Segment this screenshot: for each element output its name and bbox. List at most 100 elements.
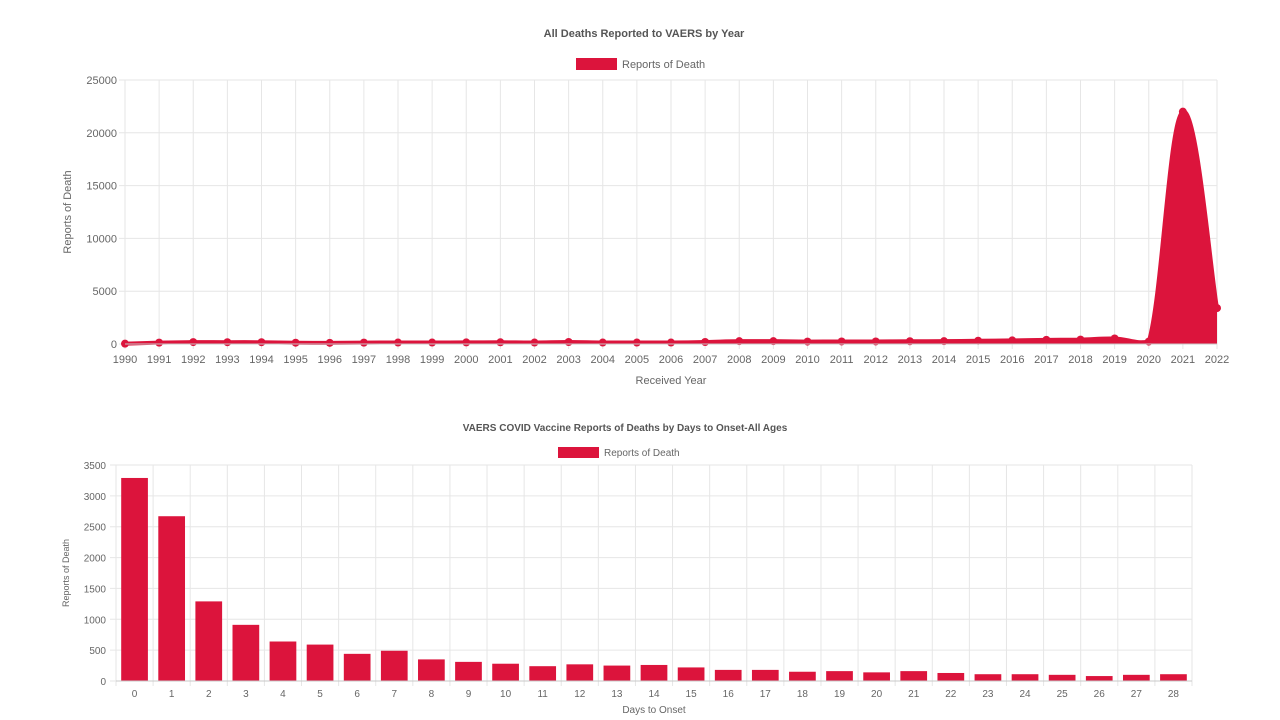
chart2-x-tick-label: 9 [466, 689, 472, 700]
chart1-legend-swatch [576, 58, 617, 70]
chart2-x-tick-label: 14 [648, 689, 660, 700]
chart2-bar [1085, 676, 1113, 681]
chart2-bar [751, 669, 779, 681]
chart1-x-tick-label: 2006 [659, 354, 683, 366]
chart2-bar [1048, 674, 1076, 681]
chart1-data-point [667, 338, 675, 347]
chart1-x-tick-label: 2011 [830, 354, 854, 366]
chart2-x-tick-label: 12 [574, 689, 586, 700]
chart1-x-tick-label: 2017 [1034, 354, 1058, 366]
chart2-bar [195, 601, 223, 681]
chart1-data-point [905, 337, 914, 346]
chart1-x-tick-label: 2001 [488, 354, 512, 366]
chart1-data-point [598, 338, 607, 347]
chart2-bar [269, 641, 297, 681]
chart1-data-point [871, 337, 880, 346]
chart2-title: VAERS COVID Vaccine Reports of Deaths by… [463, 423, 788, 434]
chart2-x-tick-label: 3 [243, 689, 249, 700]
chart2-x-tick-label: 16 [723, 689, 735, 700]
chart2-legend-swatch [558, 447, 599, 458]
chart2-y-axis-label: Reports of Death [61, 539, 71, 607]
chart2-x-tick-label: 11 [537, 689, 548, 700]
chart1-x-tick-label: 1994 [249, 354, 273, 366]
chart2-y-tick-label: 3000 [84, 492, 107, 503]
chart1-x-tick-label: 2009 [761, 354, 785, 366]
chart1-data-point [189, 338, 198, 347]
chart1-data-point [223, 338, 232, 347]
chart2-bar [1160, 674, 1187, 681]
chart2-bar [492, 663, 519, 681]
chart1-x-tick-label: 2010 [795, 354, 819, 366]
chart1-x-tick-label: 1995 [283, 354, 307, 366]
chart2-bar [418, 659, 445, 681]
chart1-y-tick-label: 25000 [86, 75, 117, 87]
chart1-data-point [1110, 334, 1119, 343]
chart2-bar [1122, 674, 1150, 681]
chart1-data-point [257, 338, 266, 347]
chart2-bar [380, 650, 408, 681]
chart2-y-tick-label: 2500 [84, 523, 107, 534]
chart1-data-point [940, 337, 948, 346]
chart1-y-tick-label: 0 [111, 339, 117, 351]
chart1-legend-label[interactable]: Reports of Death [622, 59, 705, 71]
chart1-title: All Deaths Reported to VAERS by Year [544, 28, 745, 40]
chart1-x-tick-label: 1997 [352, 354, 376, 366]
chart1-y-tick-label: 20000 [86, 128, 117, 140]
chart2-x-tick-label: 2 [206, 689, 212, 700]
chart1-x-tick-label: 1990 [113, 354, 137, 366]
chart2-y-tick-label: 1000 [84, 615, 107, 626]
chart2-bar [677, 667, 705, 681]
chart2-x-tick-label: 25 [1057, 689, 1069, 700]
chart2-x-tick-label: 26 [1094, 689, 1106, 700]
chart1-data-point [735, 337, 744, 346]
chart2-x-tick-label: 6 [354, 689, 360, 700]
chart2-bar [232, 624, 260, 681]
chart2-x-tick-label: 0 [132, 689, 138, 700]
chart2-bar [789, 671, 816, 681]
chart1-x-tick-label: 1998 [386, 354, 410, 366]
chart1-x-axis-label: Received Year [636, 375, 707, 387]
chart1-x-tick-label: 2014 [932, 354, 956, 366]
chart2-x-tick-label: 19 [834, 689, 846, 700]
chart1-x-tick-label: 2003 [556, 354, 580, 366]
chart2-bar [937, 672, 965, 681]
chart1-data-point [632, 338, 641, 347]
chart2-bar [529, 666, 557, 681]
chart2-x-axis-label: Days to Onset [622, 705, 686, 716]
chart1-x-tick-label: 1992 [181, 354, 205, 366]
chart1-x-tick-label: 2019 [1102, 354, 1126, 366]
chart2-x-tick-label: 27 [1131, 689, 1143, 700]
chart2-x-tick-label: 28 [1168, 689, 1180, 700]
chart1-data-point [394, 338, 402, 347]
chart2-x-tick-label: 23 [982, 689, 994, 700]
chart2-legend-label[interactable]: Reports of Death [604, 448, 680, 459]
chart1-data-point [1008, 336, 1017, 345]
chart2-bar [1011, 674, 1039, 681]
chart1-data-point [325, 338, 334, 347]
chart2-x-tick-label: 7 [391, 689, 397, 700]
chart2-bar [826, 671, 853, 681]
chart1-data-point [1213, 304, 1221, 313]
chart2-x-tick-label: 13 [611, 689, 623, 700]
chart1-x-tick-label: 2002 [522, 354, 546, 366]
chart1-data-point [1042, 335, 1051, 344]
chart1-y-axis-label: Reports of Death [62, 170, 74, 253]
chart1-x-tick-label: 1993 [215, 354, 239, 366]
chart1-data-point [359, 338, 368, 347]
chart1-x-tick-label: 2005 [625, 354, 649, 366]
chart1-data-point [496, 338, 505, 347]
chart1-x-tick-label: 2016 [1000, 354, 1024, 366]
chart1-data-point [1076, 335, 1085, 344]
chart2-x-tick-label: 24 [1019, 689, 1031, 700]
chart2-x-tick-label: 4 [280, 689, 286, 700]
chart2-bar [603, 665, 631, 681]
chart2-bar [974, 674, 1002, 681]
chart1-data-point [1178, 107, 1187, 116]
chart1-data-point [428, 338, 437, 347]
chart1-x-tick-label: 2008 [727, 354, 751, 366]
chart1-x-tick-label: 1996 [318, 354, 342, 366]
chart1-y-tick-label: 5000 [93, 286, 117, 298]
chart1-x-tick-label: 2004 [591, 354, 615, 366]
chart1-y-tick-label: 15000 [86, 181, 117, 193]
